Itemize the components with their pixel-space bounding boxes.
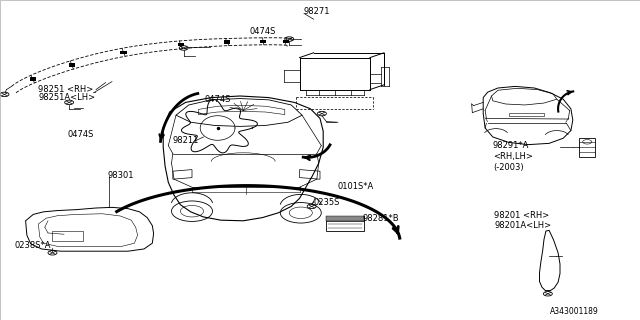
Text: 98201 <RH>: 98201 <RH> [494,212,549,220]
Text: 0235S: 0235S [314,198,340,207]
Polygon shape [68,63,75,67]
Text: 0474S: 0474S [250,28,276,36]
Text: 98271: 98271 [304,7,330,16]
Polygon shape [224,40,230,44]
Text: <RH,LH>: <RH,LH> [493,152,532,161]
Text: 98291*A: 98291*A [493,141,529,150]
Text: 0474S: 0474S [67,130,93,139]
Polygon shape [120,51,127,54]
Text: 98211: 98211 [173,136,199,145]
Text: 98251A<LH>: 98251A<LH> [38,93,95,102]
Text: (-2003): (-2003) [493,163,524,172]
Polygon shape [29,77,36,81]
Text: 0101S*A: 0101S*A [338,182,374,191]
Text: 98281*B: 98281*B [363,214,399,223]
Text: 0474S: 0474S [205,95,231,104]
Text: 98201A<LH>: 98201A<LH> [494,221,551,230]
Polygon shape [177,43,184,46]
Polygon shape [260,40,266,43]
Polygon shape [326,216,364,221]
Text: 98301: 98301 [108,172,134,180]
Polygon shape [283,40,289,43]
Text: A343001189: A343001189 [550,308,599,316]
Text: 0238S*A: 0238S*A [14,241,51,250]
Text: 98251 <RH>: 98251 <RH> [38,85,93,94]
